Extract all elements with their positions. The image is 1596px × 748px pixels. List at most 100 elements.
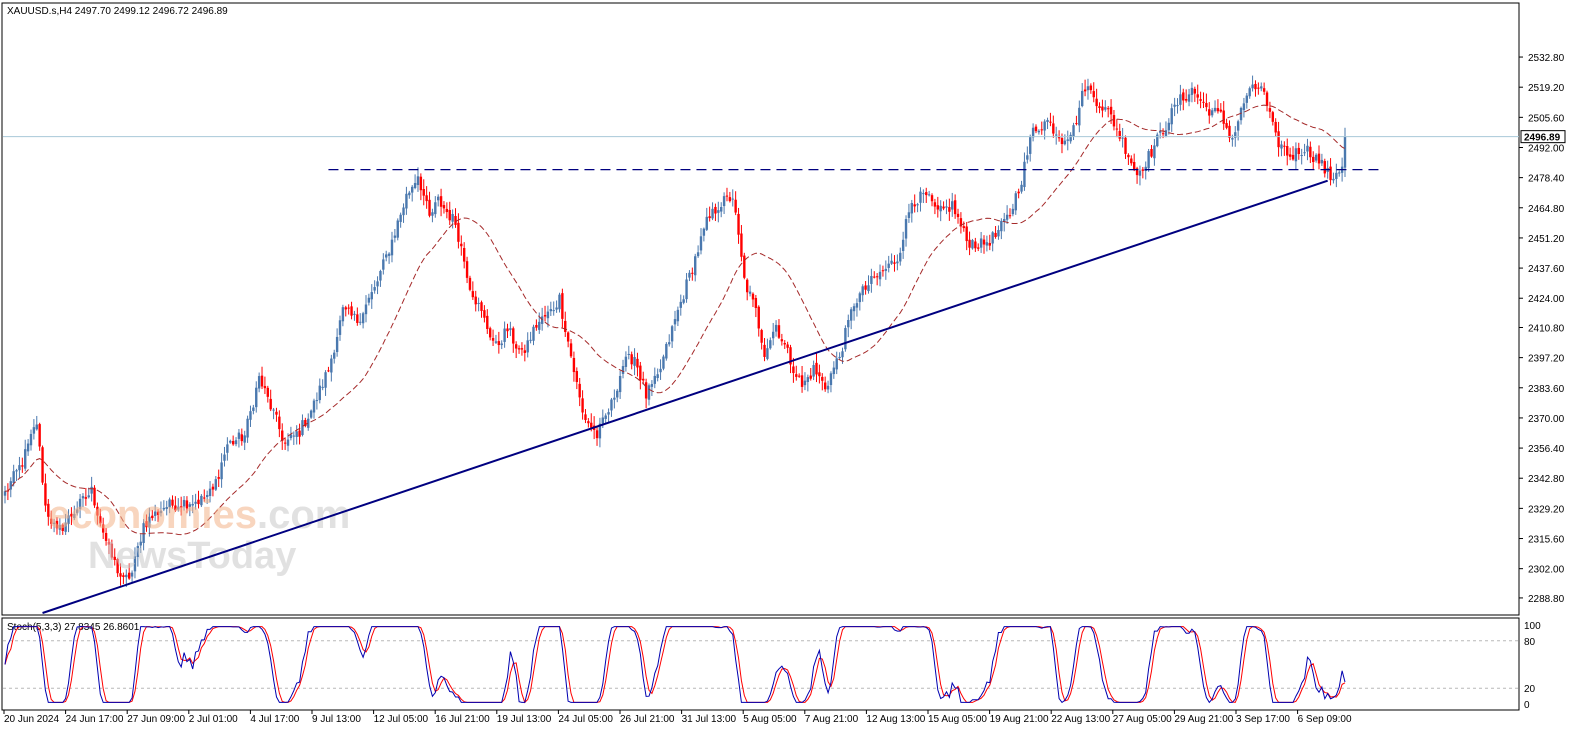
candle [618, 370, 622, 399]
candle [1040, 121, 1043, 135]
candle [1254, 80, 1257, 97]
candle [552, 301, 555, 316]
candle [927, 190, 931, 197]
candle [298, 423, 301, 445]
candle [1193, 86, 1197, 102]
candle [691, 267, 694, 281]
candle [867, 275, 870, 294]
candle [1106, 106, 1110, 118]
candle-body [286, 439, 290, 446]
candle [1187, 88, 1191, 107]
candle-body [38, 424, 41, 447]
candle [188, 502, 192, 517]
price-tick-label: 2370.00 [1528, 414, 1565, 425]
candle-body [639, 365, 642, 381]
candle-body [385, 254, 388, 258]
candle-body [1037, 130, 1041, 133]
candle [1260, 82, 1263, 92]
candle [35, 415, 38, 431]
candle-body [1216, 108, 1220, 112]
candle-body [786, 344, 789, 348]
price-axis: 2532.80 2519.20 2505.60 2492.00 2478.40 2464.… [1519, 53, 1565, 605]
candle-body [1254, 83, 1257, 90]
candle [1216, 99, 1220, 114]
candle [959, 212, 963, 234]
candle-body [347, 307, 350, 309]
candle-body [315, 400, 319, 402]
candle [431, 208, 434, 223]
candle [203, 489, 206, 502]
candle [237, 429, 241, 448]
candle [933, 198, 937, 215]
candle-body [312, 400, 316, 413]
candle-body [696, 252, 700, 257]
candle [393, 229, 397, 243]
candle [994, 226, 997, 239]
candle-body [673, 319, 677, 325]
candle [1225, 118, 1228, 130]
candle [720, 202, 723, 218]
candle-body [1164, 130, 1168, 136]
candle-body [873, 276, 876, 278]
candle-body [205, 495, 209, 498]
candle [497, 331, 501, 354]
candle-body [321, 386, 324, 388]
candle [936, 196, 940, 218]
candle-body [226, 444, 229, 453]
candle-body [956, 213, 960, 218]
price-tick-label: 2383.60 [1528, 384, 1565, 395]
candle-body [933, 202, 937, 207]
time-tick-label: 5 Aug 05:00 [743, 714, 797, 725]
candle-body [1329, 166, 1332, 181]
candle [919, 187, 922, 212]
stoch-lines [4, 626, 1346, 704]
candle-body [942, 206, 945, 209]
candle-body [1057, 136, 1061, 139]
candle-body [659, 368, 662, 373]
candle-body [945, 206, 948, 208]
candle-body [601, 417, 605, 424]
candle-body [665, 343, 668, 359]
candle-body [878, 271, 882, 280]
candle-body [338, 320, 342, 335]
candle-body [584, 414, 587, 420]
candle [760, 328, 763, 350]
candle [75, 501, 79, 516]
candle-body [728, 197, 732, 202]
candle-body [457, 222, 460, 242]
candle-body [214, 479, 218, 490]
candle-body [618, 375, 622, 393]
candle-body [1121, 137, 1124, 139]
candle-body [1034, 126, 1038, 132]
price-tick-label: 2492.00 [1528, 143, 1565, 154]
candle [257, 372, 261, 393]
price-tick-label: 2302.00 [1528, 565, 1565, 576]
candle-body [1098, 106, 1101, 108]
candle-body [797, 375, 801, 377]
candle-body [1208, 109, 1211, 116]
candle [272, 407, 275, 420]
candle-body [298, 430, 301, 437]
candle-body [731, 198, 734, 200]
candle [506, 323, 509, 339]
candle-body [194, 501, 197, 504]
candle [1228, 120, 1231, 143]
candle [705, 207, 708, 231]
candle-body [754, 297, 758, 308]
candle [1338, 170, 1341, 177]
candle-body [483, 310, 486, 318]
candle-body [1017, 191, 1020, 194]
candle-body [130, 572, 134, 577]
candle [1147, 148, 1150, 172]
candle [861, 284, 864, 302]
candle-body [916, 204, 919, 206]
candle-body [835, 358, 838, 370]
candle-body [717, 210, 720, 213]
candle [211, 483, 215, 497]
candle-body [1083, 89, 1087, 92]
candle-body [1265, 92, 1269, 106]
candle [575, 367, 579, 390]
candle [569, 338, 573, 359]
candle-body [919, 191, 922, 203]
